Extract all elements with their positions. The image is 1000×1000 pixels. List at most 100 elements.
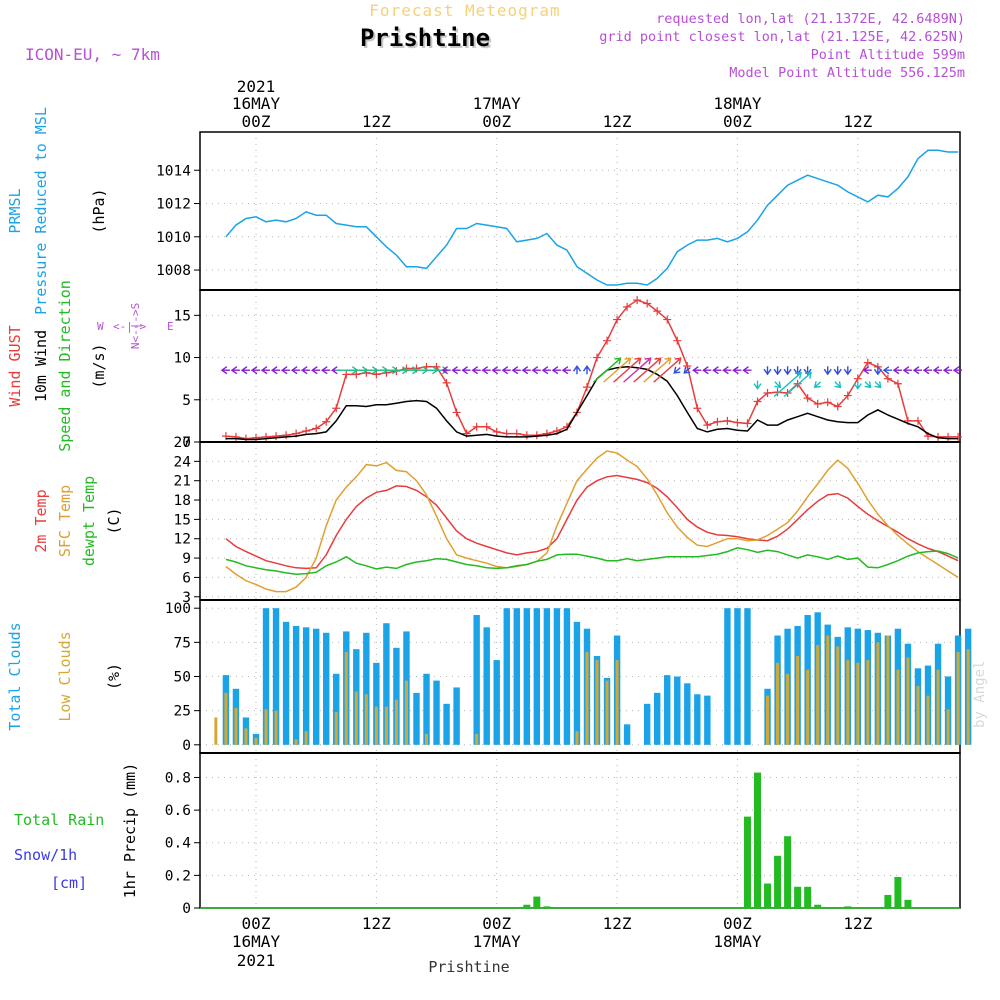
2m-temp-line [225, 474, 959, 570]
forecast-title: Forecast Meteogram [369, 1, 560, 20]
y-tick-label: 0 [182, 435, 191, 451]
wind-arrow [481, 366, 491, 375]
y-tick-label: 21 [174, 474, 191, 490]
low-cloud-bar [404, 680, 408, 745]
total-cloud-bar [684, 683, 691, 745]
wind-arrow [320, 366, 331, 375]
gust-marker [753, 397, 762, 406]
wind-axis-label: Speed and Direction [56, 280, 74, 452]
total-cloud-bar [573, 621, 581, 745]
bottom-time-label: 18MAY [713, 932, 762, 951]
gust-marker [603, 336, 612, 345]
grid-point-coords: grid point closest lon,lat (21.125E, 42.… [599, 29, 965, 45]
wind-frame [199, 289, 961, 443]
low-cloud-bar [605, 680, 609, 745]
y-tick-label: 0.2 [165, 868, 191, 884]
total-cloud-bar [734, 608, 741, 745]
low-cloud-bar [966, 649, 970, 745]
wind-arrow [874, 381, 882, 389]
rain-bar [804, 886, 812, 908]
total-cloud-bar [724, 608, 731, 745]
gust-marker [803, 394, 812, 403]
compass-we-axis: <-|-> [113, 320, 146, 333]
total-cloud-bar [433, 680, 440, 745]
total-cloud-bar [533, 608, 541, 745]
gust-marker [883, 374, 892, 383]
total-cloud-bar [704, 695, 711, 745]
total-cloud-bar [373, 662, 380, 745]
bottom-time-label: 17MAY [473, 932, 522, 951]
total-cloud-bar [383, 623, 390, 745]
wind-arrow [882, 366, 892, 375]
total-cloud-bar [744, 608, 751, 745]
wind-axis-label: Wind GUST [6, 325, 24, 406]
top-time-label: 18MAY [713, 94, 762, 113]
bottom-time-label: 12Z [843, 914, 872, 933]
wind-arrow [732, 366, 742, 375]
rain-bar [533, 896, 541, 908]
gust-marker [653, 307, 662, 316]
y-tick-label: 9 [182, 551, 191, 567]
low-cloud-bar [826, 635, 830, 745]
precip-axis-label: 1hr Precip (mm) [121, 763, 139, 898]
gust-marker [482, 422, 491, 431]
gust-marker [713, 417, 722, 426]
rain-bar [884, 894, 892, 908]
low-cloud-bar [254, 737, 258, 745]
gust-marker [452, 408, 461, 417]
low-cloud-bar [394, 699, 398, 745]
gust-marker [522, 431, 531, 440]
compass-icon: N<-|->S W <-|-> E [97, 303, 174, 349]
wind-arrow [280, 366, 291, 375]
low-cloud-bar [334, 712, 338, 745]
compass-ns-axis: N<-|->S [129, 303, 142, 349]
compass-east: E [167, 320, 174, 333]
total-cloud-bar [272, 608, 280, 745]
wind-arrow [471, 366, 481, 375]
10m-wind-line [225, 366, 959, 441]
y-tick-label: 15 [174, 308, 191, 324]
footer-location: Prishtine [428, 958, 509, 976]
gust-marker [332, 404, 341, 413]
low-cloud-bar [274, 710, 278, 745]
temp-axis-label: 2m Temp [32, 489, 50, 552]
wind-arrow [572, 364, 582, 375]
prmsl-line [225, 149, 959, 286]
wind-arrow [783, 371, 813, 398]
total-cloud-bar [393, 647, 400, 745]
wind-arrow [582, 364, 592, 375]
gust-marker [703, 421, 712, 430]
wind-arrow [521, 366, 531, 375]
rain-bar [774, 855, 782, 908]
total-cloud-bar [292, 625, 300, 745]
low-cloud-bar [796, 656, 800, 745]
precip-frame [199, 752, 961, 909]
gust-marker [813, 400, 822, 408]
wind-arrow [260, 366, 270, 375]
wind-arrow [952, 366, 963, 375]
low-cloud-bar [575, 731, 579, 745]
pressure-axis-label: Pressure Reduced to MSL [32, 107, 50, 315]
top-time-label: 12Z [603, 112, 632, 131]
rain-bar [784, 836, 792, 908]
total-cloud-bar [423, 673, 430, 745]
rain-bar [543, 906, 551, 908]
low-cloud-bar [384, 706, 388, 745]
wind-arrow [773, 371, 803, 398]
total-cloud-bar [312, 628, 320, 745]
top-time-label: 00Z [242, 112, 271, 131]
gust-marker [843, 391, 852, 400]
wind-arrow [441, 366, 451, 375]
temp-axis-label: (C) [105, 507, 123, 534]
y-tick-label: 0 [182, 901, 191, 917]
low-cloud-bar [906, 657, 910, 745]
total-cloud-bar [543, 608, 551, 745]
wind-arrow [862, 366, 872, 375]
rain-bar [904, 899, 912, 908]
gust-marker [613, 315, 622, 324]
y-tick-label: 100 [165, 601, 191, 617]
gust-marker [372, 370, 381, 379]
rain-bar [764, 883, 772, 908]
gust-marker [623, 302, 632, 311]
